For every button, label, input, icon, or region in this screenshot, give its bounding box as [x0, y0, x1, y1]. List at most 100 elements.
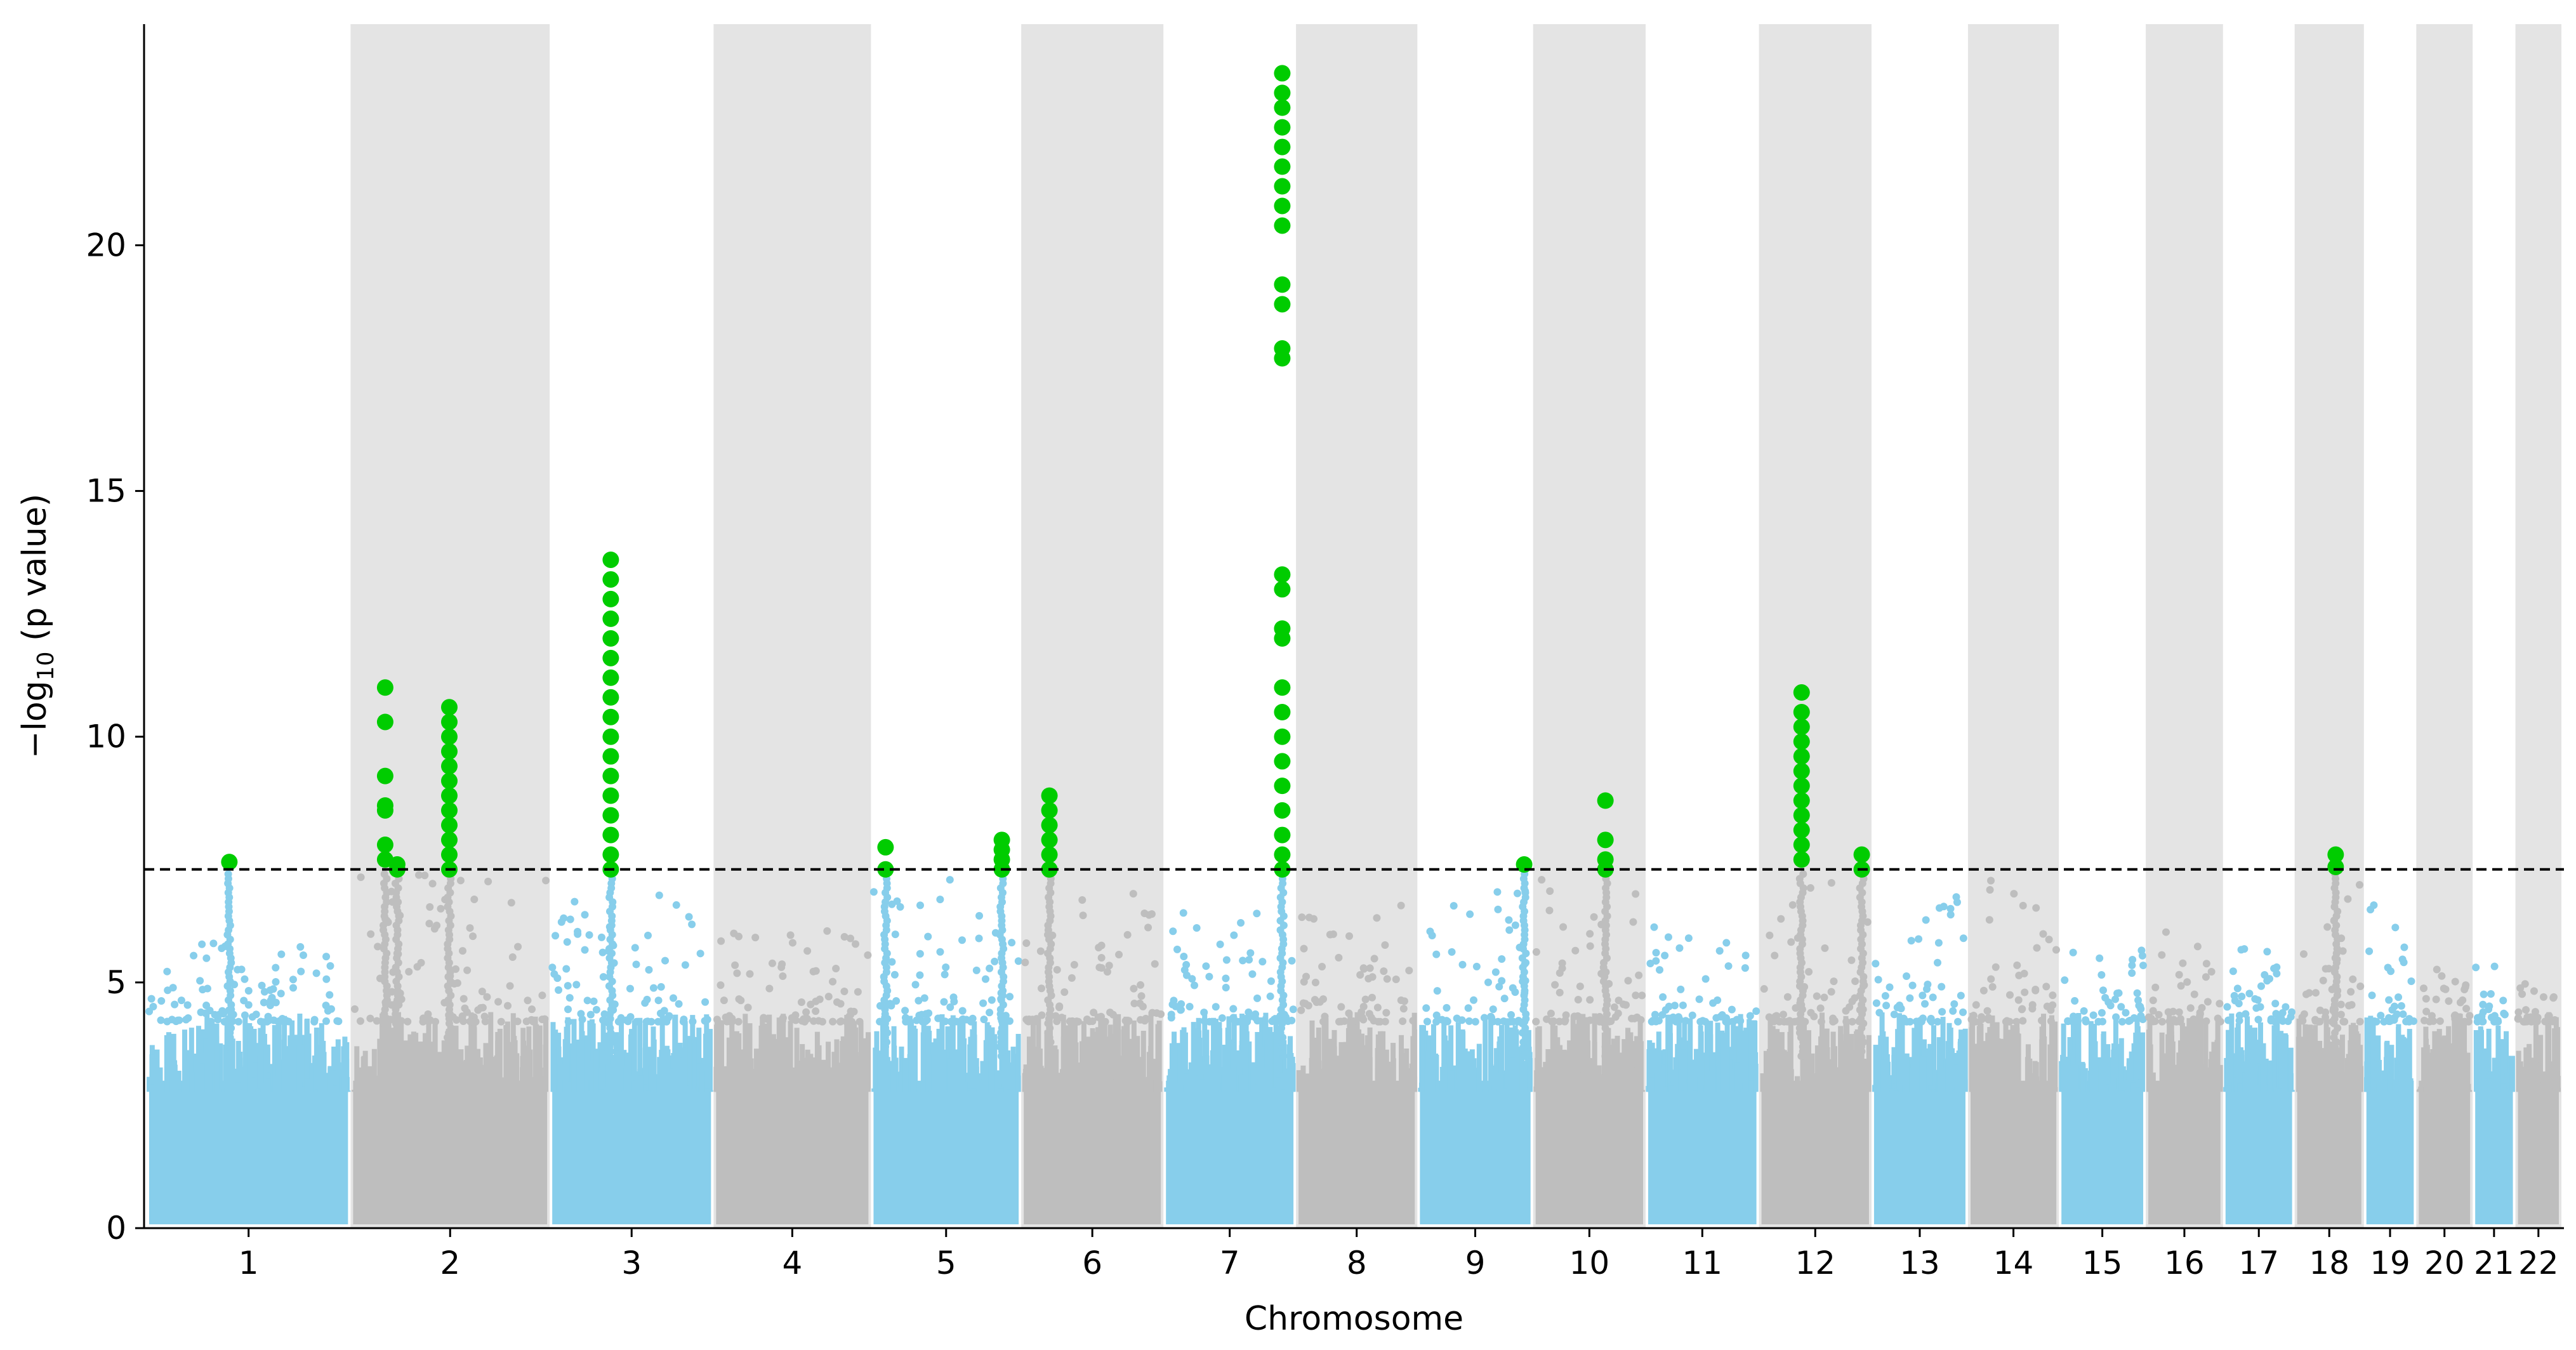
snp-column: [1283, 1068, 1288, 1092]
snp-column: [207, 1073, 213, 1092]
snp-point: [2176, 1017, 2184, 1026]
snp-point: [1428, 932, 1436, 940]
snp-column: [406, 1075, 412, 1092]
snp-point: [1494, 905, 1502, 913]
snp-column: [1802, 1087, 1808, 1092]
snp-point: [688, 920, 696, 929]
snp-column: [1390, 1043, 1396, 1092]
snp-point: [463, 966, 472, 974]
snp-point: [2012, 1017, 2021, 1026]
snp-point: [1366, 964, 1374, 972]
snp-point: [669, 994, 677, 1002]
snp-point: [1939, 903, 1948, 911]
snp-point: [2356, 1017, 2364, 1026]
snp-point: [1987, 877, 1995, 885]
snp-point: [892, 996, 901, 1005]
snp-point: [864, 951, 872, 959]
snp-point: [2164, 1008, 2172, 1016]
snp-column: [265, 1047, 270, 1092]
snp-point: [1934, 958, 1942, 967]
snp-column: [1328, 1038, 1333, 1092]
snp-point: [322, 953, 331, 961]
snp-point: [802, 1008, 810, 1016]
snp-point: [734, 1017, 743, 1026]
snp-point: [2202, 1017, 2210, 1026]
snp-point: [1938, 1008, 1946, 1016]
snp-point: [902, 1017, 910, 1026]
snp-column: [916, 1081, 921, 1092]
snp-point: [2020, 969, 2028, 977]
snp-column: [602, 1087, 607, 1092]
snp-column: [720, 1070, 726, 1092]
snp-column: [2387, 1073, 2393, 1092]
snp-column: [2025, 1044, 2031, 1092]
snp-point: [2407, 977, 2415, 985]
chromosome-points-9: [1418, 870, 1533, 1224]
snp-point: [2139, 962, 2148, 970]
snp-column: [2104, 1068, 2110, 1092]
snp-point: [972, 966, 981, 974]
snp-point: [2179, 959, 2187, 967]
snp-column: [1144, 1076, 1149, 1092]
snp-column: [2104, 1084, 2110, 1092]
snp-point: [980, 1016, 988, 1024]
snp-point: [644, 931, 652, 939]
snp-column: [673, 1014, 678, 1092]
snp-point: [1066, 1017, 1074, 1026]
snp-point: [1983, 1007, 1991, 1015]
snp-column: [1476, 1043, 1482, 1092]
snp-point: [2089, 1011, 2097, 1019]
snp-column: [1246, 1041, 1252, 1092]
snp-column: [1253, 1084, 1259, 1092]
snp-column: [1595, 1073, 1601, 1092]
snp-column: [643, 1023, 649, 1092]
snp-column: [1488, 1090, 1494, 1092]
snp-point: [1724, 962, 1733, 970]
snp-column: [703, 1065, 708, 1092]
snp-column: [794, 1028, 800, 1092]
snp-point: [1921, 1000, 1929, 1008]
snp-point: [1443, 1003, 1451, 1012]
snp-point: [1266, 992, 1274, 1000]
snp-point: [1929, 993, 1937, 1002]
snp-point: [626, 984, 634, 993]
snp-point: [542, 877, 550, 885]
snp-column: [590, 1080, 596, 1092]
snp-point: [2270, 964, 2278, 972]
snp-point: [631, 944, 639, 952]
snp-point: [474, 1006, 482, 1014]
snp-column: [1404, 1049, 1410, 1092]
snp-column: [810, 1057, 816, 1092]
snp-column: [2345, 1075, 2351, 1092]
snp-point: [2305, 989, 2313, 997]
snp-column: [1688, 1018, 1693, 1092]
snp-point: [1321, 1012, 1329, 1021]
snp-point: [1465, 1017, 1474, 1025]
snp-column: [2012, 1037, 2018, 1092]
snp-point: [893, 897, 901, 905]
snp-column: [1430, 1024, 1436, 1092]
snp-column: [1838, 1034, 1844, 1092]
snp-point: [421, 871, 429, 880]
snp-point: [507, 899, 515, 907]
snp-column: [1155, 1066, 1161, 1092]
snp-column: [1962, 1028, 1968, 1092]
snp-column: [2313, 1072, 2319, 1092]
snp-point: [1620, 1000, 1628, 1009]
snp-column: [2249, 1028, 2255, 1092]
snp-point: [1574, 996, 1582, 1004]
snp-column: [1338, 1042, 1344, 1092]
snp-point: [272, 977, 280, 986]
snp-point: [508, 953, 517, 961]
snp-column: [1003, 1020, 1008, 1092]
snp-column: [1912, 1028, 1917, 1092]
chromosome-points-12: [1760, 870, 1872, 1224]
snp-column: [2375, 1090, 2381, 1092]
snp-point: [779, 1014, 787, 1022]
snp-point: [458, 947, 466, 955]
snp-point: [1580, 1017, 1589, 1026]
snp-point: [824, 993, 833, 1001]
snp-column: [2089, 1062, 2095, 1092]
snp-point: [2235, 1017, 2243, 1025]
snp-point: [563, 938, 571, 946]
